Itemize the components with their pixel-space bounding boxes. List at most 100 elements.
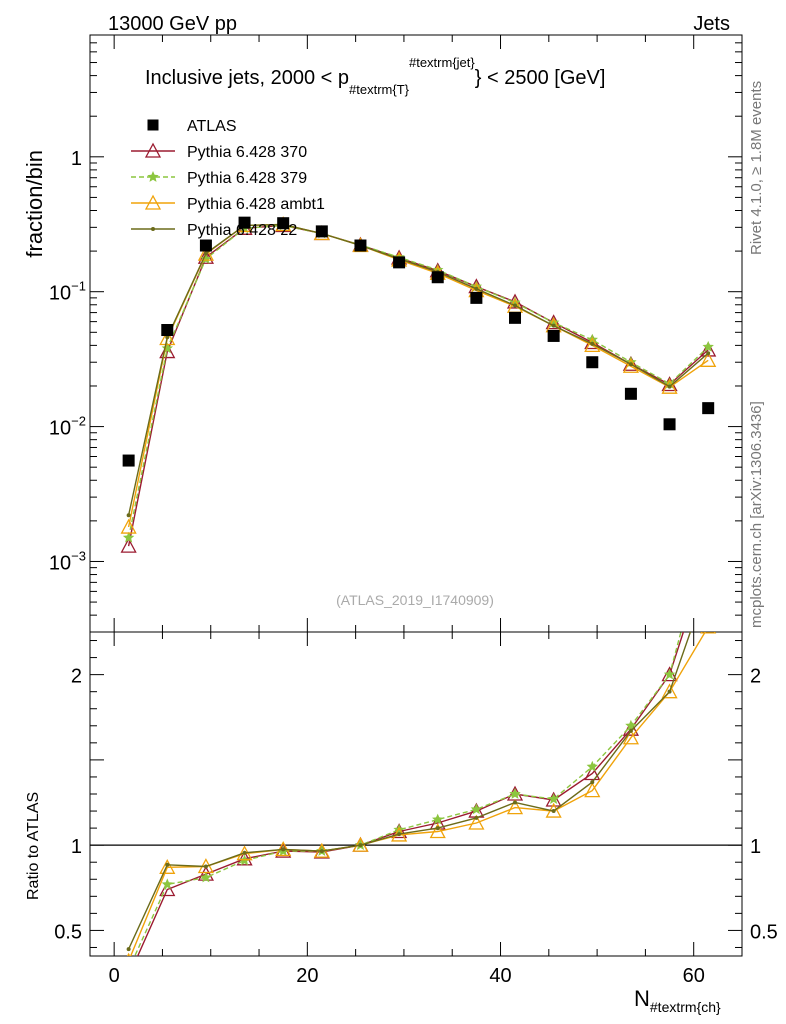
legend-entry: Pythia 6.428 ambt1 bbox=[131, 194, 325, 213]
data-point bbox=[468, 814, 485, 830]
data-point bbox=[545, 791, 562, 807]
data-point bbox=[470, 291, 483, 304]
data-point bbox=[197, 245, 214, 261]
data-point bbox=[700, 341, 717, 357]
ratio-y-tick-label-right: 1 bbox=[750, 836, 761, 858]
chart-title: Inclusive jets, 2000 < p#textrm{T} #textr… bbox=[145, 55, 605, 97]
data-point bbox=[431, 271, 444, 284]
title-sup: #textrm{jet} bbox=[409, 55, 475, 70]
legend-entry: ATLAS bbox=[147, 118, 237, 135]
data-point bbox=[197, 248, 214, 264]
data-point bbox=[628, 728, 633, 733]
series-line bbox=[127, 224, 709, 538]
data-point bbox=[122, 531, 135, 543]
main-y-tick-label: 1 bbox=[71, 148, 82, 170]
data-point bbox=[702, 402, 715, 415]
series-atlas bbox=[122, 216, 715, 467]
data-point bbox=[701, 548, 715, 561]
data-point bbox=[161, 878, 173, 890]
data-point bbox=[513, 800, 518, 805]
data-point bbox=[586, 760, 598, 772]
data-point bbox=[663, 668, 676, 680]
data-point bbox=[590, 780, 595, 785]
data-point bbox=[622, 729, 640, 745]
legend: ATLAS Pythia 6.428 370 Pythia 6.428 379 Pyt… bbox=[131, 118, 325, 239]
data-point bbox=[393, 256, 406, 269]
data-point bbox=[161, 324, 174, 337]
data-point bbox=[200, 871, 212, 883]
ratio-y-tick-label: 2 bbox=[71, 666, 82, 688]
data-point bbox=[506, 799, 524, 815]
main-ylabel: fraction/bin bbox=[22, 150, 47, 258]
ratio-series-pythia-6.428-ambt1 bbox=[126, 632, 717, 956]
data-point bbox=[663, 418, 676, 431]
source-label: mcplots.cern.ch [arXiv:1306.3436] bbox=[748, 401, 765, 628]
data-point bbox=[242, 850, 247, 855]
main-axes: 1 10−1 10−2 10−3 bbox=[49, 34, 742, 633]
data-point bbox=[663, 377, 676, 389]
data-point bbox=[147, 171, 159, 182]
data-point bbox=[513, 303, 518, 308]
data-point bbox=[429, 823, 446, 839]
main-y-tick-label: 10−3 bbox=[49, 548, 86, 574]
data-point bbox=[702, 340, 714, 352]
data-point bbox=[358, 843, 363, 848]
data-point bbox=[236, 850, 253, 866]
series-line bbox=[127, 632, 692, 950]
data-point bbox=[397, 832, 402, 837]
data-point bbox=[667, 384, 672, 389]
data-point bbox=[624, 387, 637, 400]
energy-label: 13000 GeV pp bbox=[108, 13, 237, 35]
data-point bbox=[126, 513, 131, 518]
category-label: Jets bbox=[693, 13, 730, 35]
data-point bbox=[277, 217, 290, 230]
data-point bbox=[706, 579, 710, 583]
legend-entry: Pythia 6.428 370 bbox=[131, 142, 307, 161]
data-point bbox=[165, 862, 170, 867]
data-point bbox=[281, 847, 286, 852]
series-pythia-6.428-379 bbox=[122, 219, 714, 543]
data-point bbox=[147, 119, 159, 131]
ratio-frame bbox=[89, 631, 743, 957]
data-point bbox=[120, 518, 137, 534]
data-point bbox=[700, 632, 717, 634]
data-point bbox=[432, 813, 444, 825]
data-point bbox=[474, 286, 479, 291]
ratio-xlabel: N#textrm{ch} bbox=[634, 986, 721, 1015]
ratio-x-tick-label: 0 bbox=[109, 965, 120, 987]
data-point bbox=[661, 378, 678, 394]
data-point bbox=[144, 194, 162, 210]
legend-label: Pythia 6.428 379 bbox=[187, 170, 307, 187]
series-line bbox=[127, 224, 709, 547]
data-point bbox=[126, 947, 131, 952]
main-y-tick-label: 10−2 bbox=[49, 414, 86, 440]
ratio-y-tick-label: 1 bbox=[71, 836, 82, 858]
data-point bbox=[586, 356, 599, 369]
data-point bbox=[122, 454, 135, 467]
data-point bbox=[435, 826, 440, 831]
legend-label: Pythia 6.428 z2 bbox=[187, 222, 297, 239]
data-point bbox=[509, 311, 522, 324]
data-point bbox=[590, 341, 595, 346]
title-main: Inclusive jets, 2000 < p bbox=[145, 67, 349, 89]
series-line bbox=[136, 632, 685, 956]
rivet-label: Rivet 4.1.0, ≥ 1.8M events bbox=[748, 81, 765, 255]
analysis-watermark: (ATLAS_2019_I1740909) bbox=[336, 592, 494, 608]
data-point bbox=[123, 964, 134, 975]
series-line bbox=[129, 632, 706, 956]
data-point bbox=[474, 815, 479, 820]
xlabel-sub: #textrm{ch} bbox=[650, 999, 721, 1015]
data-point bbox=[120, 537, 137, 553]
ratio-axes: 0.5 0.51 12 20 20 40 60 bbox=[54, 632, 778, 987]
data-point bbox=[354, 239, 367, 252]
legend-label: ATLAS bbox=[187, 118, 237, 135]
data-point bbox=[700, 351, 717, 367]
series-line bbox=[127, 223, 709, 516]
data-point bbox=[315, 225, 328, 238]
data-point bbox=[144, 142, 162, 158]
series-line bbox=[134, 632, 682, 956]
ratio-x-tick-label: 40 bbox=[489, 965, 511, 987]
data-point bbox=[238, 216, 251, 229]
data-point bbox=[203, 864, 208, 869]
